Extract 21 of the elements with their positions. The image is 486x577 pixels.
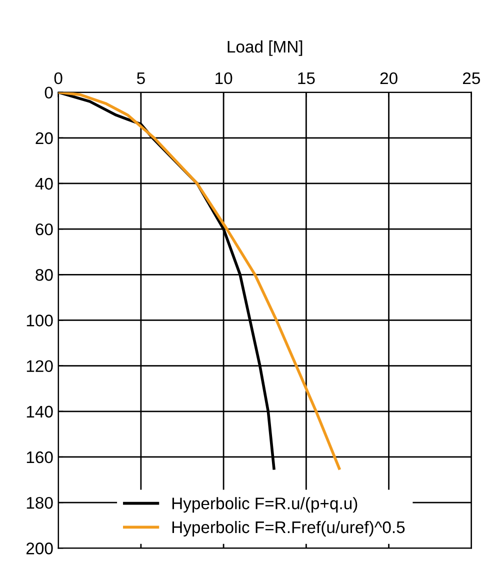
legend-label: Hyperbolic F=R.Fref(u/uref)^0.5 (172, 520, 405, 536)
y-tick-label: 180 (26, 496, 53, 509)
y-tick-label: 80 (36, 269, 53, 281)
y-tick-label: 120 (26, 360, 53, 372)
y-tick-label: 0 (44, 86, 53, 99)
y-tick-label: 160 (26, 451, 53, 464)
x-axis-title: Load [MN] (228, 40, 302, 56)
legend-label: Hyperbolic F=R.u/(p+q.u) (172, 497, 358, 513)
y-tick-label: 100 (26, 314, 53, 326)
x-tick-label: 15 (298, 72, 315, 84)
y-tick-label: 40 (35, 178, 53, 190)
x-tick-label: 10 (216, 72, 232, 84)
x-tick-label: 5 (136, 72, 145, 84)
x-tick-label: 0 (54, 72, 62, 84)
x-tick-label: 20 (380, 72, 398, 84)
y-tick-label: 20 (36, 132, 53, 144)
y-tick-label: 60 (36, 223, 53, 236)
y-tick-label: 200 (26, 542, 53, 554)
y-tick-label: 140 (26, 406, 53, 418)
line-series (58, 92, 341, 470)
x-tick-label: 25 (462, 72, 480, 84)
